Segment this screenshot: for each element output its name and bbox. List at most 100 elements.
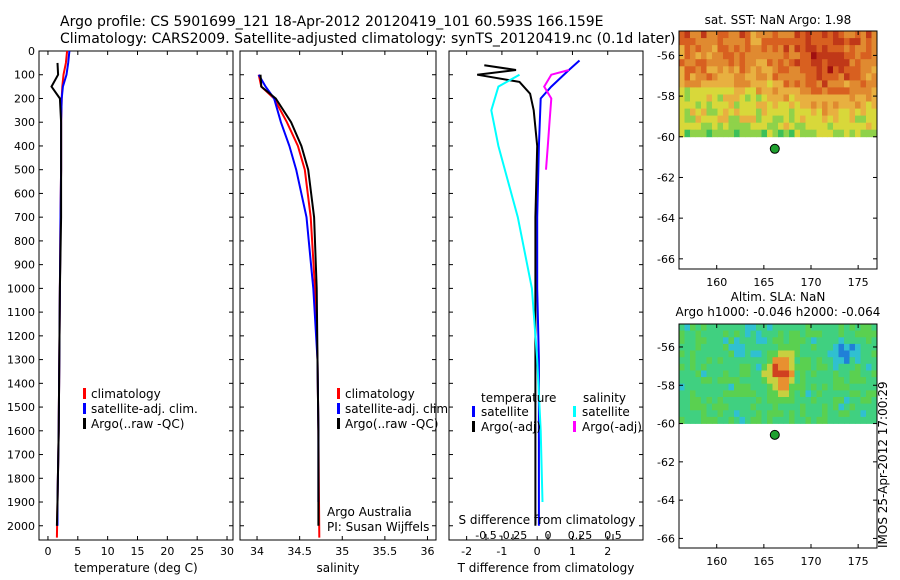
heatmap-cell (871, 377, 878, 385)
heatmap-cell (794, 73, 801, 81)
heatmap-cell (679, 350, 685, 358)
heatmap-cell (833, 73, 839, 81)
heatmap-cell (679, 383, 685, 391)
heatmap-cell (783, 94, 790, 102)
heatmap-cell (783, 403, 790, 411)
heatmap-cell (827, 122, 834, 131)
heatmap-cell (860, 73, 867, 81)
heatmap-cell (833, 94, 839, 102)
heatmap-cell (684, 370, 691, 378)
heatmap-cell (811, 45, 817, 53)
heatmap-cell (811, 101, 817, 109)
heatmap-cell (756, 324, 762, 331)
heatmap-cell (723, 73, 729, 81)
heatmap-cell (778, 45, 784, 53)
heatmap-cell (838, 38, 845, 46)
legend-swatch (337, 388, 340, 399)
heatmap-cell (794, 115, 801, 124)
heatmap-cell (739, 357, 746, 365)
heatmap-cell (701, 416, 707, 424)
heatmap-cell (701, 45, 707, 53)
heatmap-cell (789, 377, 795, 385)
heatmap-cell (739, 350, 746, 358)
heatmap-cell (684, 115, 691, 124)
heatmap-cell (866, 31, 872, 39)
heatmap-cell (701, 108, 707, 117)
x-tick-label: 165 (753, 276, 774, 289)
heatmap-cell (728, 383, 735, 391)
heatmap-cell (794, 416, 801, 424)
heatmap-cell (717, 52, 724, 60)
heatmap-cell (789, 45, 795, 53)
heatmap-cell (827, 108, 834, 117)
x-tick-label: 160 (706, 555, 727, 568)
heatmap-cell (690, 370, 696, 378)
legend-swatch (472, 406, 475, 417)
heatmap-cell (860, 403, 867, 411)
heatmap-cell (750, 108, 757, 117)
map-frame (678, 30, 878, 270)
heatmap-cell (844, 129, 850, 138)
heatmap-cell (767, 343, 773, 351)
heatmap-cell (690, 108, 696, 117)
heatmap-cell (728, 410, 735, 418)
x-tick-label: 35.5 (373, 545, 398, 558)
heatmap-cell (772, 343, 779, 351)
heatmap-cell (690, 330, 696, 338)
heatmap-cell (871, 397, 878, 404)
heatmap-cell (701, 390, 707, 398)
heatmap-cell (734, 403, 740, 411)
heatmap-cell (827, 410, 834, 418)
heatmap-cell (712, 108, 718, 117)
heatmap-cell (717, 73, 724, 81)
heatmap-cell (695, 122, 702, 131)
heatmap-cell (866, 377, 872, 385)
heatmap-cell (860, 38, 867, 46)
heatmap-cell (761, 108, 768, 117)
heatmap-cell (772, 337, 779, 345)
y-tick-label: 100 (14, 69, 35, 82)
heatmap-cell (805, 94, 812, 102)
heatmap-cell (816, 94, 823, 102)
heatmap-cell (734, 416, 740, 424)
heatmap-cell (745, 115, 751, 124)
heatmap-cell (844, 363, 850, 371)
heatmap-cell (761, 115, 768, 124)
heatmap-cell (767, 129, 773, 138)
heatmap-cell (745, 350, 751, 358)
heatmap-cell (789, 403, 795, 411)
heatmap-cell (723, 324, 729, 331)
heatmap-cell (849, 38, 856, 46)
x-tick-label: 2 (604, 545, 611, 558)
heatmap-cell (772, 73, 779, 81)
heatmap-cell (783, 324, 790, 331)
heatmap-cell (800, 330, 806, 338)
heatmap-cell (734, 363, 740, 371)
heatmap-cell (739, 66, 746, 74)
heatmap-cell (849, 357, 856, 365)
heatmap-cell (745, 403, 751, 411)
heatmap-cell (778, 52, 784, 60)
heatmap-cell (811, 350, 817, 358)
heatmap-cell (712, 363, 718, 371)
heatmap-cell (849, 350, 856, 358)
heatmap-cell (690, 31, 696, 39)
heatmap-cell (783, 129, 790, 138)
heatmap-cell (866, 73, 872, 81)
heatmap-cell (805, 343, 812, 351)
heatmap-cell (800, 403, 806, 411)
heatmap-cell (684, 403, 691, 411)
heatmap-cell (750, 73, 757, 81)
heatmap-cell (712, 383, 718, 391)
heatmap-cell (849, 73, 856, 81)
heatmap-cell (756, 108, 762, 117)
heatmap-cell (690, 337, 696, 345)
heatmap-cell (750, 94, 757, 102)
y-tick-label: -62 (657, 456, 675, 469)
heatmap-cell (789, 87, 795, 95)
heatmap-cell (706, 101, 713, 109)
heatmap-cell (816, 101, 823, 109)
heatmap-cell (706, 363, 713, 371)
heatmap-cell (816, 73, 823, 81)
heatmap-cell (783, 87, 790, 95)
